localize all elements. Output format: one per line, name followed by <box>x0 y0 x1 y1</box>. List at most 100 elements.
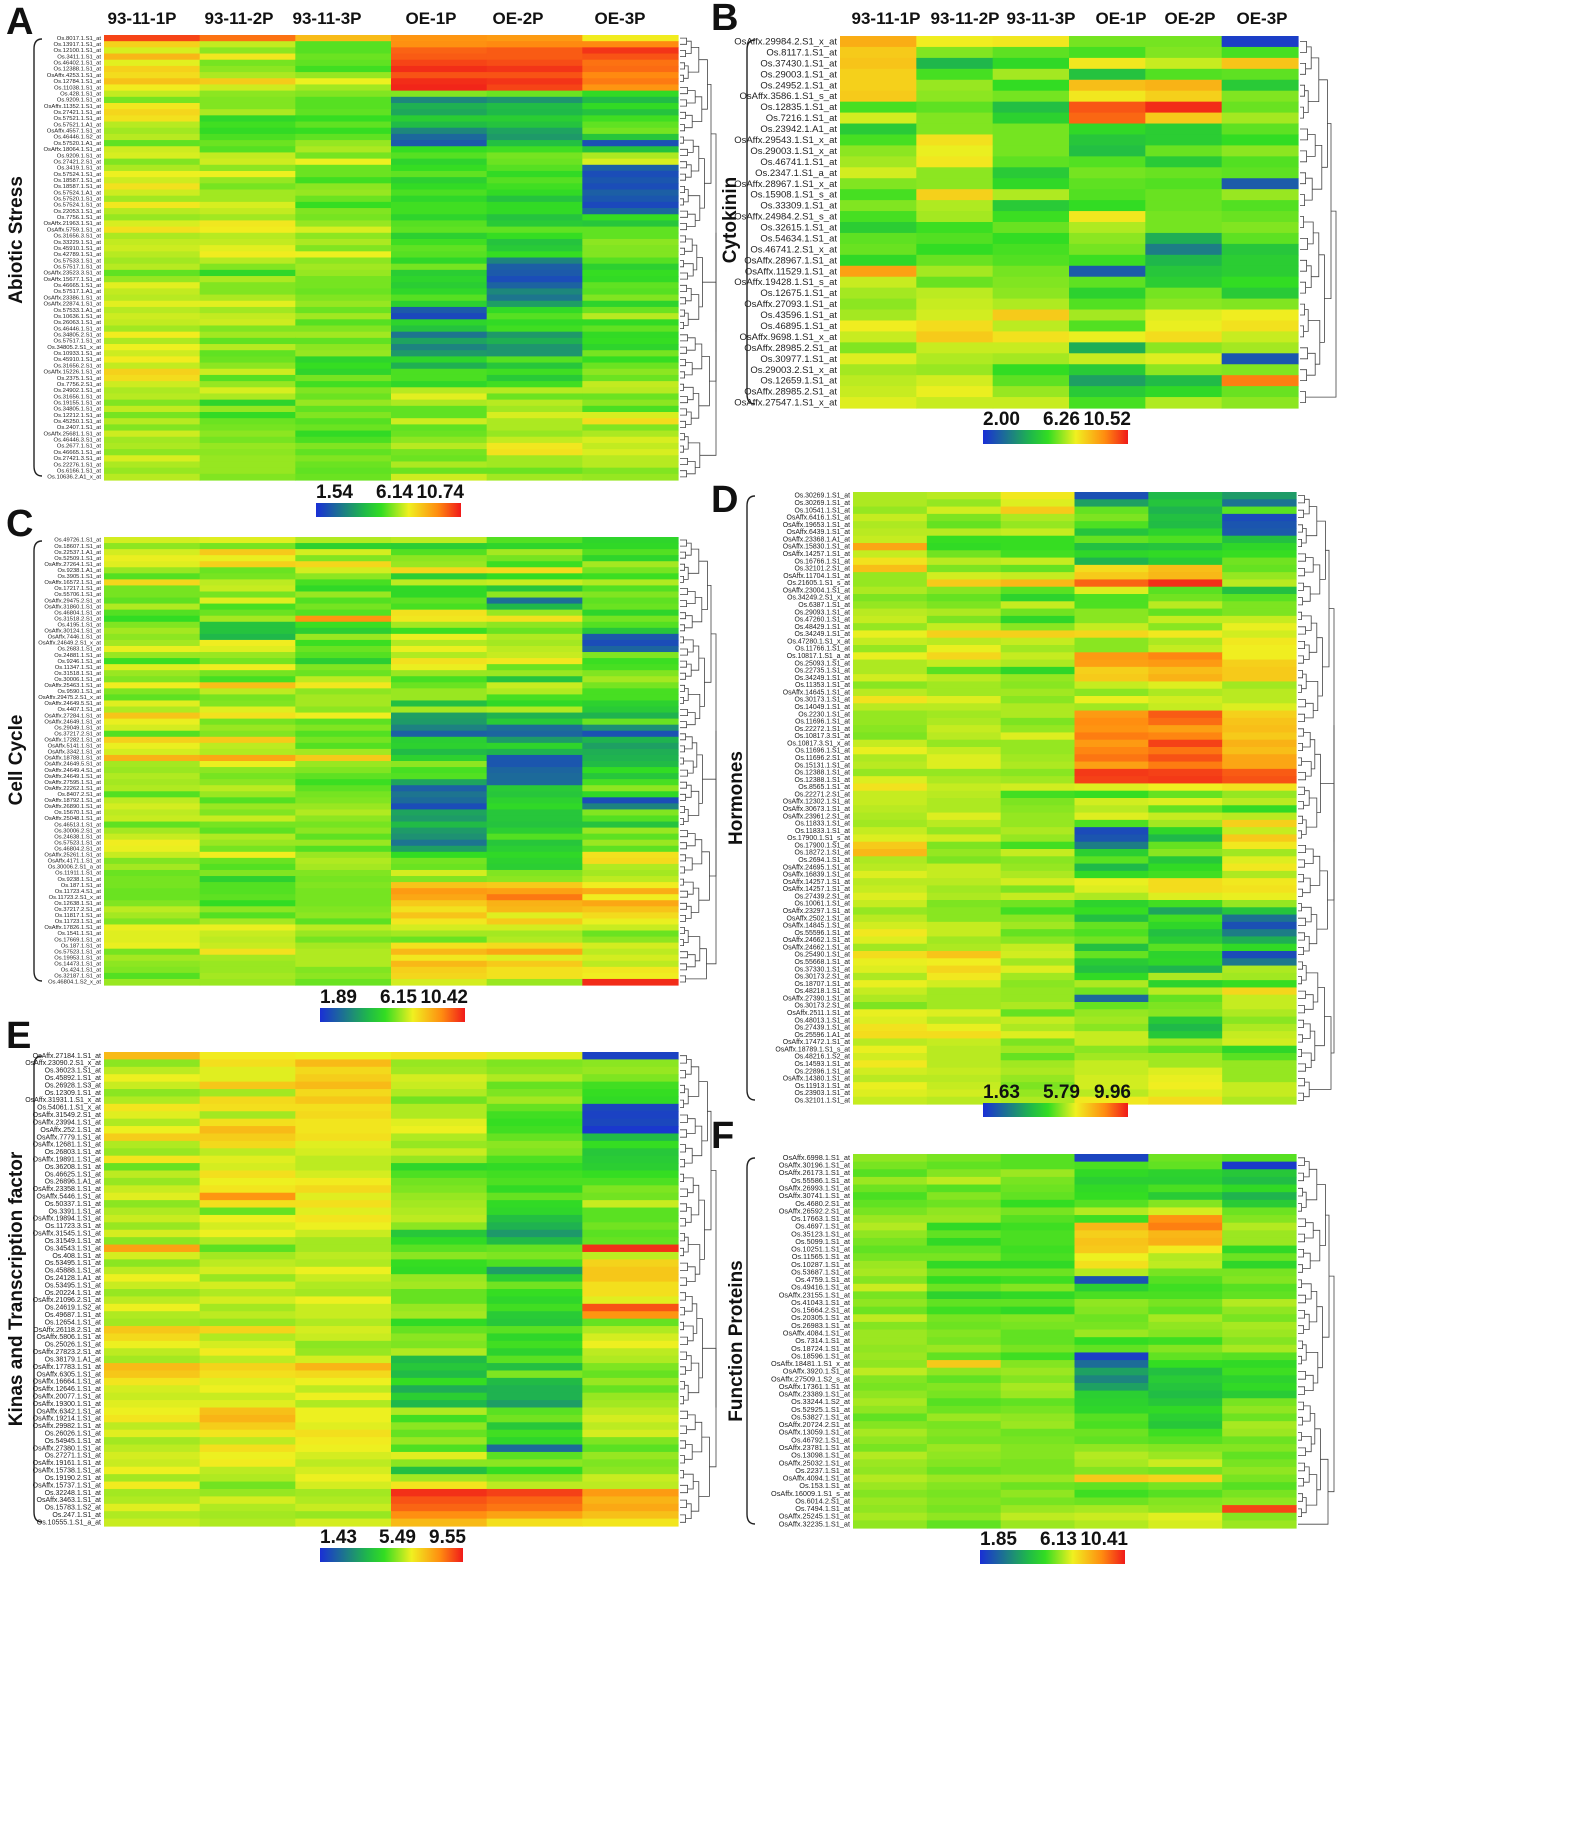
gene-label: Os.11565.1.S1_at <box>792 1252 850 1261</box>
heatmap-cell <box>295 177 392 184</box>
heatmap-cell <box>1000 1520 1076 1529</box>
dendrogram-branch <box>680 757 684 765</box>
heatmap-cell <box>486 1237 583 1246</box>
heatmap-cell <box>926 1222 1002 1231</box>
heatmap-cell <box>992 375 1070 387</box>
heatmap-cell <box>1000 1344 1076 1354</box>
heatmap-cell <box>295 53 392 61</box>
heatmap-cell <box>486 127 583 135</box>
heatmap-cell <box>295 954 392 962</box>
heatmap-cell <box>1222 834 1297 843</box>
dendrogram-branch <box>1306 797 1318 828</box>
heatmap-cell <box>295 1170 392 1179</box>
heatmap-cell <box>582 461 679 469</box>
gene-label: Os.12784.1.S1_at <box>54 79 102 85</box>
heatmap-cell <box>104 387 201 395</box>
heatmap-cell <box>1148 980 1223 989</box>
heatmap-cell <box>992 68 1070 81</box>
gene-label: Os.53495.1.S1_at <box>45 1260 101 1267</box>
heatmap-cell <box>582 35 679 42</box>
heatmap-cell <box>391 954 488 962</box>
heatmap-cell <box>486 815 583 823</box>
heatmap-cell <box>104 621 201 629</box>
gene-label: Os.8117.1.S1_at <box>766 47 837 58</box>
gene-label: OsAffx.23389.1.S1_at <box>779 1390 850 1399</box>
heatmap-cell <box>926 739 1002 748</box>
heatmap-cell <box>1074 1291 1149 1300</box>
heatmap-cell <box>295 912 392 919</box>
heatmap-cell <box>853 834 928 843</box>
heatmap-cell <box>853 1230 928 1239</box>
gene-label: Os.34805.2.S1_x_at <box>47 345 101 351</box>
heatmap-cell <box>199 220 296 228</box>
gene-label: Os.27421.2.S1_at <box>54 159 102 165</box>
heatmap-cell <box>199 1148 296 1157</box>
gene-label: Os.20224.1.S1_at <box>45 1290 101 1297</box>
heatmap-cell <box>1222 1482 1297 1491</box>
heatmap-cell <box>391 257 488 265</box>
heatmap-cell <box>295 1192 392 1201</box>
heatmap-cell <box>199 948 296 956</box>
heatmap-cell <box>926 783 1002 792</box>
heatmap-cell <box>1074 921 1149 930</box>
heatmap-cell <box>104 1496 201 1505</box>
gene-label: Os.26928.1.S3_at <box>45 1082 101 1089</box>
gene-label: Os.10817.3.S1_x_at <box>787 740 850 747</box>
heatmap-cell <box>1000 1451 1076 1460</box>
heatmap-cell <box>1000 739 1076 748</box>
heatmap-cell <box>1222 1268 1297 1277</box>
heatmap-cell <box>1222 1074 1297 1083</box>
dendrogram-branch <box>1298 1233 1305 1243</box>
heatmap-cell <box>295 730 392 738</box>
heatmap-cell <box>104 1311 201 1320</box>
dendrogram-branch <box>680 272 688 280</box>
heatmap-cell <box>1148 659 1223 668</box>
gene-label: OsAffx.17361.1.S1_at <box>779 1382 850 1391</box>
heatmap-cell <box>1148 1367 1223 1376</box>
heatmap-cell <box>295 876 392 883</box>
heatmap-cell <box>853 1329 928 1338</box>
gene-label: OsAffx.5806.1.S1_at <box>37 1334 102 1341</box>
heatmap-cell <box>582 1451 679 1460</box>
heatmap-cell <box>1222 1192 1297 1201</box>
gene-label: Os.11723.4.S1_at <box>55 889 102 895</box>
heatmap-cell <box>486 555 583 562</box>
heatmap-cell <box>1222 645 1297 653</box>
heatmap-cell <box>295 742 392 750</box>
heatmap-cell <box>1000 1023 1076 1032</box>
heatmap-cell <box>199 164 296 172</box>
heatmap-cell <box>926 951 1002 959</box>
heatmap-cell <box>391 1511 488 1520</box>
heatmap-cell <box>1074 717 1149 726</box>
heatmap-cell <box>926 586 1002 595</box>
heatmap-cell <box>992 200 1070 212</box>
heatmap-cell <box>1069 46 1146 59</box>
heatmap-cell <box>295 906 392 913</box>
heatmap-cell <box>1074 1023 1149 1032</box>
heatmap-cell <box>1000 725 1076 734</box>
dendrogram-branch <box>680 1070 686 1079</box>
heatmap-cell <box>1000 1382 1076 1392</box>
heatmap-cell <box>391 399 488 407</box>
heatmap-cell <box>104 276 201 283</box>
heatmap-cell <box>853 1067 928 1076</box>
gene-label: Os.46513.1.S1_at <box>54 822 101 828</box>
heatmap-cell <box>199 1244 296 1253</box>
heatmap-cell <box>1148 1512 1223 1521</box>
heatmap-cell <box>853 1489 928 1499</box>
heatmap-cell <box>1145 331 1223 343</box>
heatmap-cell <box>1000 1512 1076 1521</box>
heatmap-cell <box>582 882 679 889</box>
heatmap-cell <box>295 1363 392 1372</box>
heatmap-cell <box>926 630 1002 639</box>
heatmap-cell <box>1000 543 1076 551</box>
heatmap-cell <box>1148 819 1223 828</box>
gene-label: Os.33229.1.S1_at <box>54 240 102 246</box>
heatmap-cell <box>391 791 488 798</box>
heatmap-cell <box>295 1451 392 1460</box>
heatmap-cell <box>926 965 1002 974</box>
heatmap-cell <box>1069 386 1146 398</box>
heatmap-cell <box>104 591 201 599</box>
heatmap-cell <box>391 1459 488 1468</box>
